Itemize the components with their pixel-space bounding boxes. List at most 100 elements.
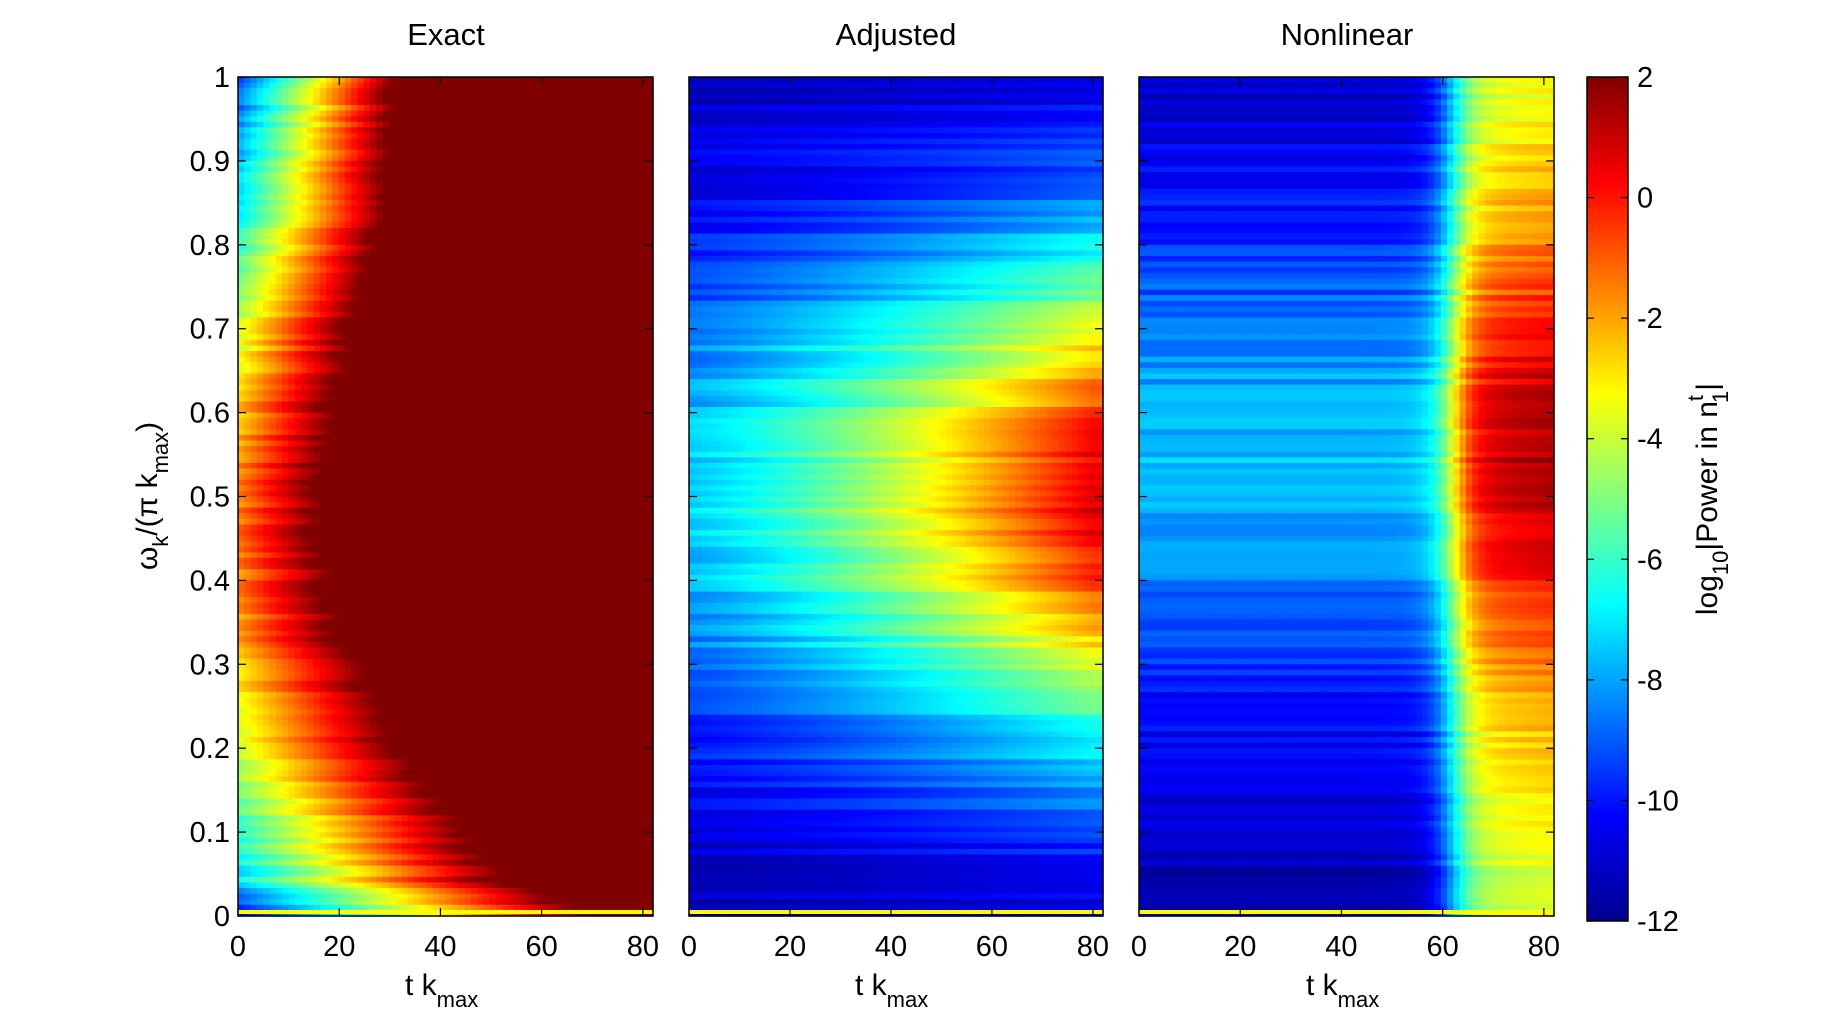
heatmap-cell xyxy=(439,390,446,396)
heatmap-cell xyxy=(496,150,503,156)
heatmap-cell xyxy=(458,379,465,385)
heatmap-cell xyxy=(546,368,553,374)
heatmap-cell xyxy=(483,194,490,200)
heatmap-cell xyxy=(276,189,283,195)
heatmap-cell xyxy=(401,256,408,262)
heatmap-cell xyxy=(584,446,591,452)
heatmap-cell xyxy=(420,385,427,391)
heatmap-cell xyxy=(527,217,534,223)
heatmap-cell xyxy=(483,385,490,391)
heatmap-cell xyxy=(458,340,465,346)
heatmap-cell xyxy=(552,77,559,83)
heatmap-cell xyxy=(534,178,541,184)
heatmap-cell xyxy=(471,290,478,296)
heatmap-cell xyxy=(502,362,509,368)
heatmap-cell xyxy=(628,345,635,351)
heatmap-cell xyxy=(313,469,320,475)
heatmap-cell xyxy=(345,357,352,363)
heatmap-cell xyxy=(376,99,383,105)
heatmap-cell xyxy=(571,407,578,413)
heatmap-cell xyxy=(251,183,258,189)
heatmap-cell xyxy=(634,373,641,379)
heatmap-cell xyxy=(502,111,509,117)
heatmap-cell xyxy=(401,379,408,385)
heatmap-cell xyxy=(464,435,471,441)
heatmap-cell xyxy=(276,491,283,497)
heatmap-cell xyxy=(269,318,276,324)
heatmap-cell xyxy=(364,127,371,133)
heatmap-cell xyxy=(295,150,302,156)
heatmap-cell xyxy=(401,217,408,223)
heatmap-cell xyxy=(552,301,559,307)
heatmap-cell xyxy=(295,122,302,128)
heatmap-cell xyxy=(452,239,459,245)
heatmap-cell xyxy=(345,178,352,184)
heatmap-cell xyxy=(615,424,622,430)
heatmap-cell xyxy=(345,306,352,312)
heatmap-cell xyxy=(502,301,509,307)
heatmap-cell xyxy=(427,435,434,441)
heatmap-cell xyxy=(276,396,283,402)
heatmap-cell xyxy=(515,379,522,385)
heatmap-cell xyxy=(534,457,541,463)
heatmap-cell xyxy=(370,390,377,396)
heatmap-cell xyxy=(603,429,610,435)
heatmap-cell xyxy=(452,480,459,486)
heatmap-cell xyxy=(376,116,383,122)
heatmap-cell xyxy=(389,77,396,83)
heatmap-cell xyxy=(427,446,434,452)
heatmap-cell xyxy=(351,306,358,312)
heatmap-cell xyxy=(357,357,364,363)
heatmap-cell xyxy=(452,206,459,212)
heatmap-cell xyxy=(357,77,364,83)
heatmap-cell xyxy=(257,217,264,223)
heatmap-cell xyxy=(508,301,515,307)
heatmap-cell xyxy=(515,144,522,150)
heatmap-cell xyxy=(301,474,308,480)
heatmap-cell xyxy=(578,166,585,172)
heatmap-cell xyxy=(401,105,408,111)
heatmap-cell xyxy=(295,284,302,290)
heatmap-cell xyxy=(634,357,641,363)
heatmap-cell xyxy=(263,357,270,363)
heatmap-cell xyxy=(288,485,295,491)
heatmap-cell xyxy=(395,88,402,94)
heatmap-cell xyxy=(603,189,610,195)
heatmap-cell xyxy=(238,318,245,324)
heatmap-cell xyxy=(332,133,339,139)
heatmap-cell xyxy=(326,295,333,301)
heatmap-cell xyxy=(483,295,490,301)
heatmap-cell xyxy=(351,435,358,441)
heatmap-cell xyxy=(496,178,503,184)
heatmap-cell xyxy=(446,401,453,407)
heatmap-cell xyxy=(452,256,459,262)
heatmap-cell xyxy=(307,278,314,284)
heatmap-cell xyxy=(615,480,622,486)
heatmap-cell xyxy=(521,77,528,83)
heatmap-cell xyxy=(320,345,327,351)
heatmap-cell xyxy=(257,284,264,290)
heatmap-cell xyxy=(326,200,333,206)
heatmap-cell xyxy=(578,144,585,150)
heatmap-cell xyxy=(483,161,490,167)
heatmap-cell xyxy=(276,452,283,458)
heatmap-cell xyxy=(483,485,490,491)
heatmap-cell xyxy=(269,267,276,273)
heatmap-cell xyxy=(345,396,352,402)
heatmap-cell xyxy=(527,323,534,329)
heatmap-cell xyxy=(609,385,616,391)
heatmap-cell xyxy=(427,183,434,189)
heatmap-cell xyxy=(395,122,402,128)
heatmap-cell xyxy=(552,295,559,301)
heatmap-cell xyxy=(295,357,302,363)
heatmap-cell xyxy=(615,228,622,234)
heatmap-cell xyxy=(395,273,402,279)
heatmap-cell xyxy=(376,150,383,156)
heatmap-cell xyxy=(439,463,446,469)
heatmap-cell xyxy=(508,418,515,424)
heatmap-cell xyxy=(609,390,616,396)
heatmap-cell xyxy=(320,284,327,290)
heatmap-cell xyxy=(282,234,289,240)
heatmap-cell xyxy=(559,183,566,189)
heatmap-cell xyxy=(477,340,484,346)
